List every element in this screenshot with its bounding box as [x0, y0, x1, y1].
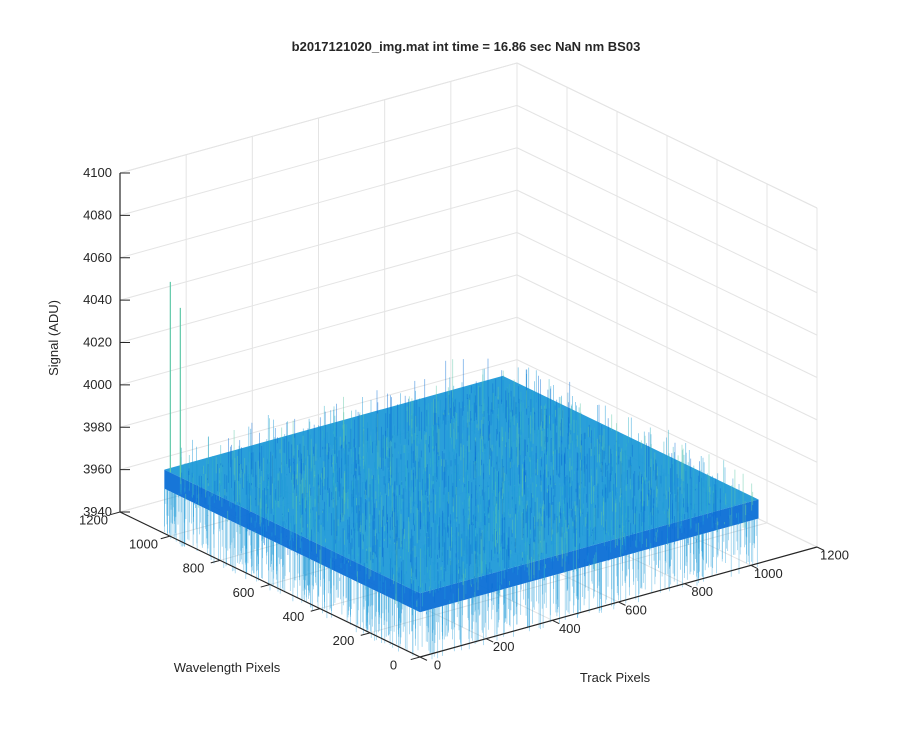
surface-top: [164, 375, 759, 594]
z-tick-label: 4080: [83, 207, 112, 222]
grid-line-back-z: [119, 189, 518, 301]
grid-line-back-z: [119, 232, 518, 343]
x-tick-label: 1000: [754, 566, 783, 581]
grid-line-side-z: [516, 359, 818, 506]
chart-title: b2017121020_img.mat int time = 16.86 sec…: [292, 39, 641, 54]
grid-line-back-z: [119, 359, 518, 471]
x-tick: [552, 619, 560, 625]
grid-line-side-z: [516, 189, 818, 336]
box-edge: [119, 62, 518, 174]
z-axis-label: Signal (ADU): [46, 300, 61, 376]
z-tick-label: 4020: [83, 335, 112, 350]
surface-right-face: [420, 499, 759, 613]
z-tick-label: 4100: [83, 165, 112, 180]
grid-line-side-z: [516, 147, 818, 294]
x-tick: [684, 583, 692, 588]
x-axis-label: Track Pixels: [580, 670, 651, 685]
z-tick-label: 4060: [83, 250, 112, 265]
y-tick: [160, 535, 171, 540]
y-tick: [310, 608, 321, 612]
x-tick: [485, 638, 494, 643]
y-tick: [260, 584, 271, 588]
grid-line-back-z: [119, 104, 518, 216]
x-tick: [750, 564, 759, 570]
y-tick-label: 0: [390, 657, 397, 672]
grid-line-side-z: [516, 104, 818, 251]
box-edge: [516, 62, 818, 209]
x-tick-label: 600: [625, 603, 647, 618]
grid-line-side-z: [516, 274, 818, 421]
surface-plot: [164, 281, 759, 660]
y-tick-label: 200: [333, 633, 355, 648]
surface-front-face: [164, 469, 421, 613]
y-tick: [410, 656, 421, 661]
y-tick-label: 600: [233, 585, 255, 600]
grid-line-side-z: [516, 316, 818, 463]
axis-lines: [110, 172, 825, 661]
z-tick-label: 4040: [83, 292, 112, 307]
grid-line-back-z: [119, 147, 518, 259]
y-tick: [360, 632, 371, 636]
y-tick: [110, 511, 121, 516]
x-tick: [419, 656, 428, 661]
tick-labels: 0 200 400 600 800 1000 1200 0 200 400 600 800 1000 12…: [79, 165, 849, 673]
y-tick-label: 800: [183, 561, 205, 576]
y-tick: [210, 559, 221, 564]
x-tick-label: 800: [691, 584, 713, 599]
z-tick-label: 4000: [83, 377, 112, 392]
y-tick-label: 1200: [79, 512, 108, 527]
x-tick: [816, 546, 825, 551]
z-tick-label: 3980: [83, 419, 112, 434]
z-tick-label: 3960: [83, 462, 112, 477]
x-tick-label: 200: [493, 639, 515, 654]
y-tick-label: 1000: [129, 537, 158, 552]
x-tick: [618, 601, 626, 606]
y-axis-label: Wavelength Pixels: [174, 660, 281, 675]
x-tick-label: 1200: [820, 548, 849, 563]
grid-line-side-z: [516, 232, 818, 378]
grid-line-back-z: [119, 316, 518, 428]
x-tick-label: 400: [559, 621, 581, 636]
grid-line-back-z: [119, 274, 518, 386]
x-tick-label: 0: [434, 658, 441, 673]
y-tick-label: 400: [283, 609, 305, 624]
z-tick-label: 3940: [83, 504, 112, 519]
